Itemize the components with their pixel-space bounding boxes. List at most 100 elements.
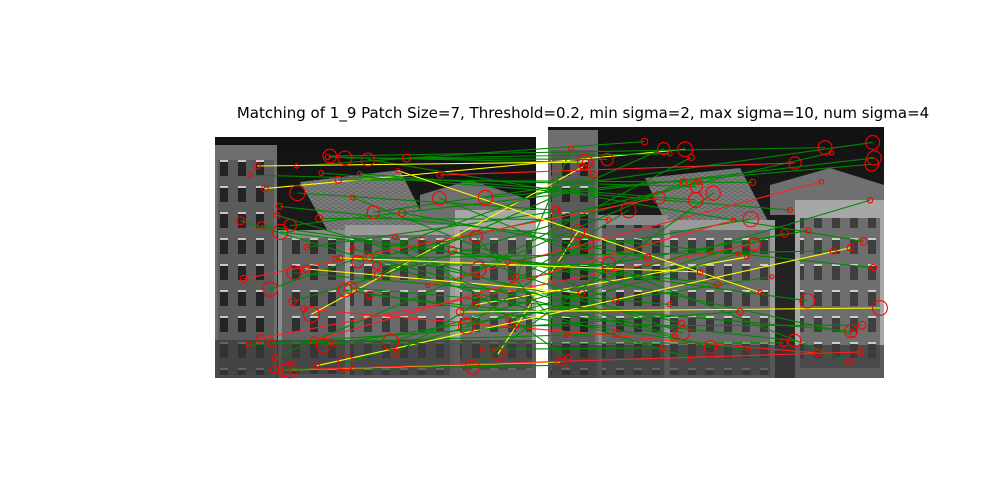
keypoint-circle: [373, 269, 383, 279]
keypoint-circle: [562, 362, 569, 369]
keypoint-circle: [589, 170, 598, 179]
keypoint-circle: [360, 152, 376, 167]
keypoint-circle: [398, 208, 407, 218]
keypoint-circle: [458, 317, 475, 335]
keypoint-circle: [356, 170, 363, 177]
match-line: [292, 181, 699, 303]
match-line: [335, 342, 784, 345]
keypoint-circle: [324, 153, 332, 161]
keypoint-circle: [277, 362, 293, 378]
keypoint-circle: [432, 190, 447, 206]
match-line: [402, 212, 648, 259]
keypoint-circle: [239, 274, 248, 284]
keypoint-circle: [666, 301, 673, 308]
keypoint-circle: [581, 158, 590, 167]
keypoint-circle: [818, 178, 825, 185]
match-line: [319, 217, 609, 221]
keypoint-circle: [283, 218, 297, 233]
keypoint-circle: [337, 354, 355, 372]
keypoint-circle: [310, 336, 319, 345]
keypoint-circle: [555, 357, 565, 367]
keypoint-circle: [382, 333, 400, 351]
match-line: [508, 253, 739, 321]
keypoint-circle: [643, 253, 652, 262]
keypoint-circle: [256, 221, 266, 230]
keypoint-circle: [337, 282, 353, 298]
keypoint-circle: [703, 340, 718, 355]
keypoint-circle: [601, 256, 617, 273]
match-line: [243, 197, 660, 280]
keypoint-circle: [845, 358, 854, 366]
keypoint-circle: [490, 347, 505, 362]
keypoint-circle: [817, 140, 833, 156]
keypoint-circle: [366, 205, 381, 220]
match-line: [482, 347, 664, 350]
keypoint-circle: [262, 281, 279, 298]
match-line: [293, 272, 670, 306]
match-line: [284, 351, 861, 371]
keypoint-circle: [564, 331, 570, 338]
keypoint-circle: [509, 276, 516, 283]
keypoint-circle: [402, 153, 411, 163]
match-line: [516, 148, 572, 277]
match-line: [338, 179, 753, 183]
keypoint-circle: [425, 282, 431, 289]
keypoint-circle: [288, 297, 298, 306]
keypoint-circle: [865, 135, 881, 150]
match-line: [271, 311, 741, 344]
match-line: [261, 224, 808, 302]
keypoint-circle: [261, 184, 269, 193]
keypoint-circle: [687, 355, 694, 362]
keypoint-circle: [805, 227, 812, 234]
keypoint-circle: [351, 255, 365, 269]
keypoint-circle: [866, 150, 882, 166]
keypoint-circle: [344, 281, 358, 295]
keypoint-circle: [757, 289, 763, 296]
match-line: [373, 141, 873, 213]
keypoint-circle: [505, 316, 513, 324]
keypoint-circle: [455, 307, 465, 317]
keypoint-circle: [337, 150, 353, 166]
keypoint-circle: [275, 202, 284, 210]
keypoint-circle: [302, 305, 320, 323]
keypoint-circle: [334, 175, 343, 184]
keypoint-circle: [272, 223, 289, 241]
keypoint-circle: [293, 163, 300, 169]
match-line: [240, 220, 691, 359]
keypoint-circle: [787, 333, 802, 348]
match-line: [478, 156, 692, 270]
keypoint-circle: [271, 353, 279, 362]
match-line: [369, 256, 711, 348]
keypoint-circle: [844, 324, 858, 339]
keypoint-circle: [652, 190, 666, 205]
keypoint-circle: [600, 152, 614, 167]
match-line: [345, 232, 785, 364]
match-line: [327, 156, 586, 164]
keypoint-circle: [786, 207, 793, 213]
keypoint-circle: [829, 247, 837, 255]
match-line: [316, 247, 851, 367]
keypoint-circle: [679, 178, 688, 187]
keypoint-circle: [255, 334, 265, 343]
keypoint-circle: [577, 154, 593, 170]
match-line: [357, 152, 832, 263]
keypoint-circle: [418, 236, 427, 245]
keypoint-circle: [687, 192, 704, 209]
keypoint-circle: [447, 245, 457, 255]
keypoint-circle: [857, 320, 867, 330]
match-line: [339, 257, 701, 273]
match-line: [390, 199, 871, 343]
keypoint-circle: [828, 149, 835, 156]
keypoint-circle: [395, 168, 401, 174]
keypoint-circle: [687, 153, 695, 162]
match-line: [369, 294, 795, 342]
keypoint-circle: [286, 265, 302, 281]
match-line: [459, 307, 881, 313]
keypoint-circle: [748, 178, 757, 187]
match-line: [475, 236, 568, 335]
keypoint-circle: [392, 349, 400, 357]
keypoint-circle: [479, 346, 486, 353]
figure-title: Matching of 1_9 Patch Size=7, Threshold=…: [236, 104, 930, 122]
keypoint-circle: [746, 236, 762, 252]
keypoint-circle: [736, 307, 744, 316]
